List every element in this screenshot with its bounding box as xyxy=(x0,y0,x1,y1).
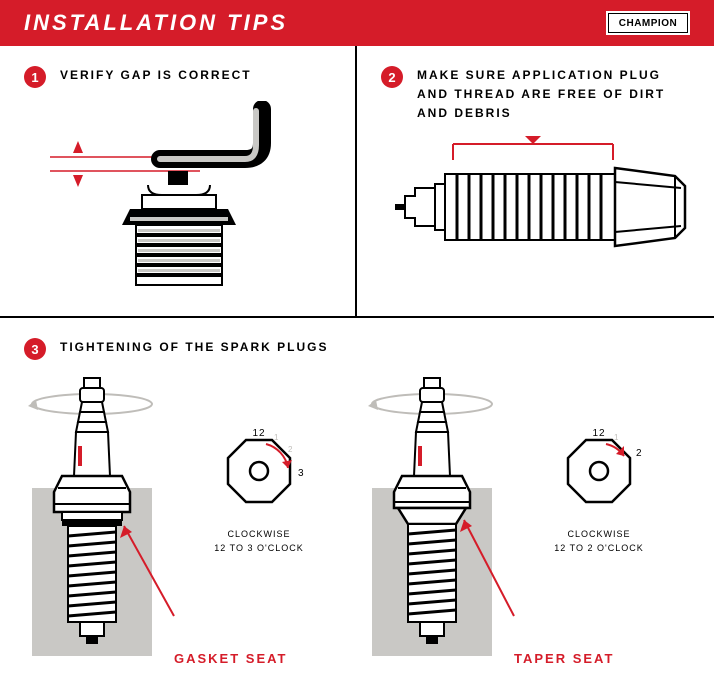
svg-text:1: 1 xyxy=(274,433,279,442)
dial-taper: 12 1 2 CLOCKWISE 12 TO 2 O'CLOCK xyxy=(554,426,644,555)
step-badge-2: 2 xyxy=(381,66,403,88)
taper-seat-block: 12 1 2 CLOCKWISE 12 TO 2 O'CLOCK TAPER S… xyxy=(364,376,684,666)
spark-plug-taper-icon xyxy=(364,376,534,656)
step-head-3: 3 Tightening of the spark plugs xyxy=(24,338,690,360)
taper-seat-label: TAPER SEAT xyxy=(514,651,614,666)
octagon-dial-icon: 12 1 2 xyxy=(554,426,644,516)
step-badge-3: 3 xyxy=(24,338,46,360)
dial-num-2: 2 xyxy=(636,448,643,459)
dial-num-12: 12 xyxy=(252,428,265,439)
svg-text:2: 2 xyxy=(288,445,293,454)
dial-label-gasket: CLOCKWISE 12 TO 3 O'CLOCK xyxy=(214,528,304,555)
spark-plug-gasket-icon xyxy=(24,376,194,656)
svg-text:1: 1 xyxy=(614,433,619,442)
octagon-dial-icon: 12 1 2 3 xyxy=(214,426,304,516)
dial-num-12: 12 xyxy=(592,428,605,439)
gasket-seat-label: GASKET SEAT xyxy=(174,651,288,666)
dial-label-taper: CLOCKWISE 12 TO 2 O'CLOCK xyxy=(554,528,644,555)
header-bar: INSTALLATION TIPS CHAMPION xyxy=(0,0,714,46)
step-title-2: Make sure application plug and thread ar… xyxy=(417,66,690,124)
step-head-1: 1 Verify gap is correct xyxy=(24,66,331,88)
step-title-3: Tightening of the spark plugs xyxy=(60,338,328,357)
top-row: 1 Verify gap is correct xyxy=(0,46,714,318)
tightening-row: 12 1 2 3 CLOCKWISE 12 TO 3 O'CLOCK GASKE… xyxy=(24,376,690,666)
dial-gasket: 12 1 2 3 CLOCKWISE 12 TO 3 O'CLOCK xyxy=(214,426,304,555)
panel-step-2: 2 Make sure application plug and thread … xyxy=(357,46,714,316)
dial-num-3: 3 xyxy=(298,468,304,479)
gap-illustration xyxy=(20,101,320,291)
panel-step-3: 3 Tightening of the spark plugs xyxy=(0,318,714,698)
brand-logo: CHAMPION xyxy=(606,11,690,35)
panel-step-1: 1 Verify gap is correct xyxy=(0,46,357,316)
thread-illustration xyxy=(375,126,695,286)
page-title: INSTALLATION TIPS xyxy=(24,10,288,36)
step-head-2: 2 Make sure application plug and thread … xyxy=(381,66,690,124)
step-badge-1: 1 xyxy=(24,66,46,88)
gasket-seat-block: 12 1 2 3 CLOCKWISE 12 TO 3 O'CLOCK GASKE… xyxy=(24,376,344,666)
step-title-1: Verify gap is correct xyxy=(60,66,252,85)
